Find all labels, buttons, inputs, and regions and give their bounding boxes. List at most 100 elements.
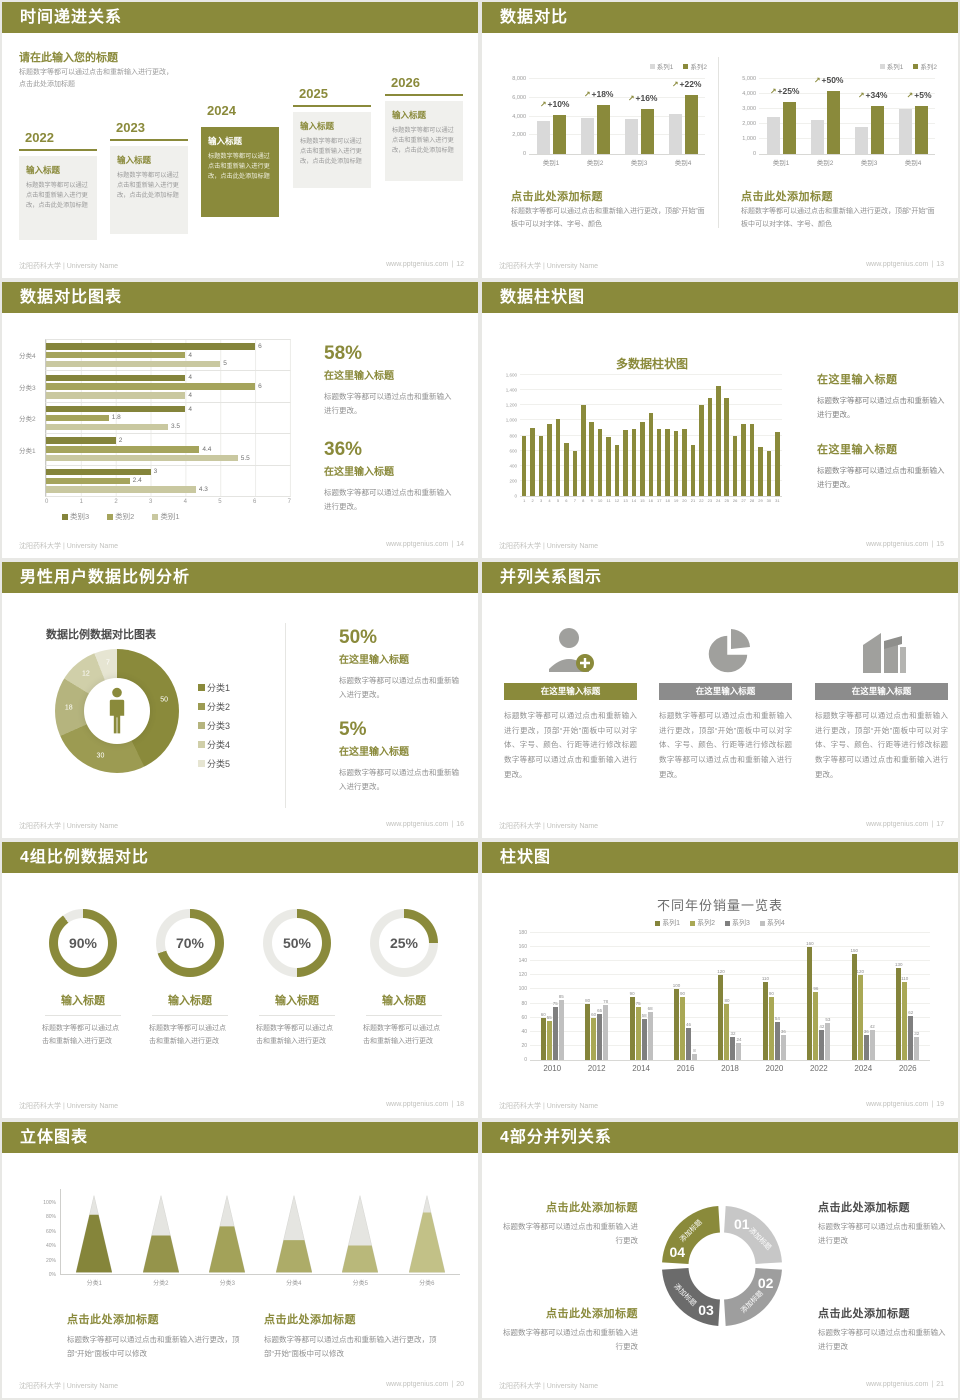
slide-13-data-compare[interactable]: 数据对比 系列1 系列2 8,000 6,000 4,000 2,000 0 ↗+10% 类别… — [482, 2, 958, 278]
legend-label: 系列1 — [656, 64, 674, 71]
bar-value-label: 55 — [546, 1015, 552, 1021]
slide-footer: 沈阳药科大学 | University Name www.pptgenius.c… — [19, 1101, 464, 1111]
slide-body: 100% 80% 60% 40% 20% 0% 分类1 分类2 分类3 分类4 分类5 分类6 点击此… — [2, 1153, 478, 1398]
legend-label: 系列3 — [732, 920, 750, 927]
ring-number: 03 — [698, 1301, 714, 1318]
legend-label: 系列1 — [886, 64, 904, 71]
bar-value-label: 110 — [761, 976, 769, 982]
unit-title: 输入标题 — [168, 995, 212, 1007]
bar: ↗+25% — [770, 86, 800, 154]
y-tick-label: 1,200 — [505, 402, 517, 408]
legend-swatch — [198, 760, 205, 767]
bar — [46, 405, 186, 413]
bar: 90 — [630, 991, 635, 1060]
bar-line: 6 — [46, 342, 290, 351]
gauge-unit-4: 25% 输入标题 标题数字等都可以通过点击和重新输入进行更改 — [356, 909, 452, 1049]
cell-slide-13: 数据对比 系列1 系列2 8,000 6,000 4,000 2,000 0 ↗+10% 类别… — [480, 0, 960, 280]
bar-group: ↗+5% 类别4 — [898, 79, 932, 167]
slide-19-grouped-columns[interactable]: 柱状图 不同年份销量一览表 系列1 系列2 系列3 系列4 180 160 140 120 1… — [482, 842, 958, 1118]
category-label: 分类1 — [19, 447, 36, 455]
legend-item: 分类5 — [198, 757, 230, 770]
bar: 60 — [591, 1012, 596, 1060]
legend-label: 分类4 — [207, 740, 231, 750]
bar-value-label: 8 — [693, 1048, 696, 1054]
slide-20-cone-chart[interactable]: 立体图表 100% 80% 60% 40% 20% 0% 分类1 分类2 分类3 分类4 分类5 分类… — [2, 1122, 478, 1398]
stat-body: 标题数字等都可以通过点击和重新输入进行更改。 — [324, 392, 452, 415]
bar-value-label: 36 — [780, 1028, 786, 1034]
unit-title: 输入标题 — [61, 995, 105, 1007]
slide-15-column-chart[interactable]: 数据柱状图 多数据柱状图 1,600 1,400 1,200 1,000 800 600 4… — [482, 282, 958, 558]
x-tick-label: 14 — [631, 498, 637, 503]
y-tick-label: 1,000 — [505, 417, 517, 423]
bar-group: 15 — [640, 375, 645, 503]
block-body: 标题数字等都可以通过点击和重新输入进行更改 — [503, 1328, 638, 1351]
y-tick-label: 4,000 — [742, 91, 756, 97]
arrow-up-right-icon: ↗ — [583, 90, 591, 100]
cell-slide-14: 数据对比图表 分类4 6 4 5 分类3 4 6 4 分类2 4 1.8 3.5 分类1 2 4.4 5.5 3… — [0, 280, 480, 560]
cell-slide-12: 时间递进关系 请在此输入您的标题 标题数字等都可以通过点击和重新输入进行更改，点… — [0, 0, 480, 280]
arrow-up-right-icon: ↗ — [627, 94, 635, 103]
bar: ↗+10% — [540, 99, 570, 154]
multi-column-chart: 1,600 1,400 1,200 1,000 800 600 400 200 0 1 2 3 4 5 6 7… — [506, 373, 782, 503]
bar — [538, 435, 544, 496]
bar-value-label: 96 — [813, 986, 819, 992]
bar-value-label: 130 — [894, 962, 903, 968]
stat-body: 标题数字等都可以通过点击和重新输入进行更改。 — [324, 488, 452, 511]
slide-18-gauges[interactable]: 4组比例数据对比 90% 输入标题 标题数字等都可以通过点击和重新输入进行更改 … — [2, 842, 478, 1118]
bar — [732, 435, 738, 496]
bar — [521, 435, 527, 496]
x-tick-label: 类别1 — [772, 160, 790, 167]
x-tick-label: 7 — [287, 498, 291, 505]
slide-title-bar: 并列关系图示 — [482, 562, 958, 593]
ring-text-top-left: 点击此处添加标题 标题数字等都可以通过点击和重新输入进行更改 — [500, 1199, 638, 1248]
bar — [741, 424, 746, 496]
footer-page: www.pptgenius.com | 12 — [386, 261, 464, 268]
x-tick-label: 22 — [699, 498, 704, 503]
x-tick-label: 类别4 — [904, 160, 922, 167]
legend-label: 系列2 — [920, 64, 937, 71]
y-tick-label: 100% — [43, 1200, 56, 1206]
bar-group: 3 — [538, 375, 544, 503]
bar: ↗+34% — [858, 90, 888, 154]
gridline — [530, 988, 930, 990]
bar: 120 — [857, 969, 864, 1060]
bar-group: 24 — [716, 375, 721, 503]
text-block-1: 在这里输入标题 标题数字等都可以通过点击和重新输入进行更改。 — [817, 371, 947, 422]
legend-item: 系列4 — [759, 918, 785, 928]
y-tick-label: 120 — [518, 972, 527, 979]
arrow-up-right-icon: ↗ — [857, 91, 865, 100]
footer-university: 沈阳药科大学 | University Name — [19, 823, 119, 830]
bar — [648, 412, 654, 496]
slide-14-hbar-compare[interactable]: 数据对比图表 分类4 6 4 5 分类3 4 6 4 分类2 4 1.8 3.5 分类1 2 4.4 5.5 3… — [2, 282, 478, 558]
bar-row: 分类4 6 4 5 — [19, 339, 291, 372]
slide-17-parallel-icons[interactable]: 并列关系图示 在这里输入标题 标题数字等都可以通过点击和重新输入进行更改，顶部“… — [482, 562, 958, 838]
slide-12-timeline[interactable]: 时间递进关系 请在此输入您的标题 标题数字等都可以通过点击和重新输入进行更改，点… — [2, 2, 478, 278]
panel-divider — [718, 57, 719, 228]
timeline-step-2023: 2023 输入标题 标题数字等都可以通过点击和重新输入进行更改，点击此处添加标题 — [110, 120, 188, 234]
slide-16-donut-analysis[interactable]: 男性用户数据比例分析 数据比例数据对比图表 50 30 18 12 7 分类1 分类2 分类… — [2, 562, 478, 838]
legend-item: 类别3 — [62, 511, 89, 522]
y-tick-label: 1,400 — [505, 387, 517, 393]
y-tick-label: 0 — [524, 1057, 527, 1063]
slide-footer: 沈阳药科大学 | University Name www.pptgenius.c… — [19, 541, 464, 551]
bar-group: 130 110 62 32 2026 — [894, 933, 919, 1073]
bar-value-label: 78 — [603, 998, 609, 1004]
step-body: 标题数字等都可以通过点击和重新输入进行更改，点击此处添加标题 — [300, 138, 362, 166]
parallel-column-2: 在这里输入标题 标题数字等都可以通过点击和重新输入进行更改，顶部“开始”面板中可… — [659, 619, 792, 782]
bar-group: 19 — [673, 375, 679, 503]
x-tick-label: 6 — [252, 498, 257, 505]
y-tick-label: 20% — [45, 1257, 56, 1264]
y-tick-label: 160 — [518, 944, 527, 951]
y-tick-label: 3,000 — [742, 106, 756, 112]
bar-group: 28 — [749, 375, 755, 503]
bar: 32 — [730, 1031, 735, 1060]
x-tick-label: 2 — [531, 498, 534, 503]
block-body: 标题数字等都可以通过点击和重新输入进行更改，顶部“开始”面板中可以修改 — [264, 1335, 437, 1358]
gridline — [520, 374, 782, 375]
bar-group: 160 96 42 53 2022 — [806, 933, 830, 1073]
unit-divider — [259, 1015, 335, 1016]
block-body: 标题数字等都可以通过点击和重新输入进行更改，顶部“开始”面板中可以修改 — [67, 1335, 240, 1358]
text-block-2: 点击此处添加标题 标题数字等都可以通过点击和重新输入进行更改，顶部“开始”面板中… — [264, 1311, 442, 1361]
stat-block-2: 36% 在这里输入标题 标题数字等都可以通过点击和重新输入进行更改。 — [324, 439, 456, 514]
slide-21-four-part-ring[interactable]: 4部分并列关系 01 添加标题 02 添加标题 03 添加标题 04 添加标题 点击此处添加标… — [482, 1122, 958, 1398]
